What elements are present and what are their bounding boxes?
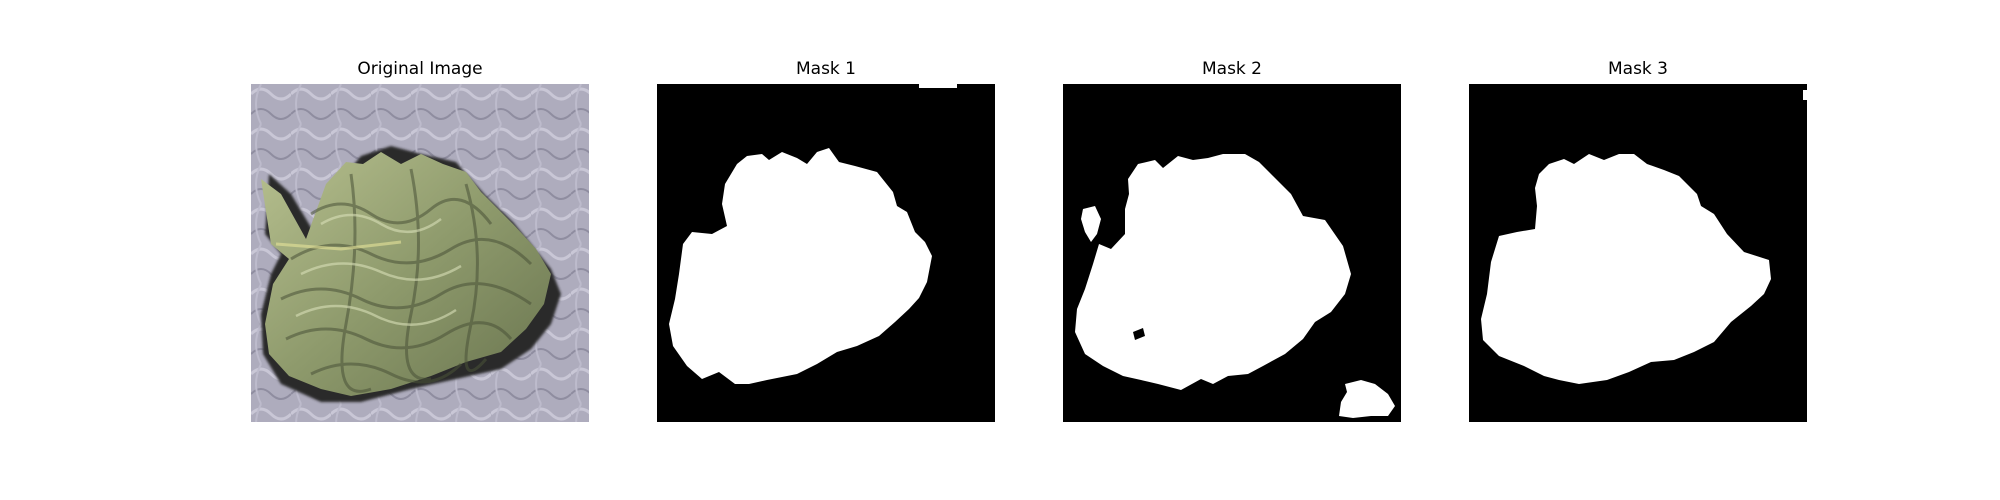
original-image bbox=[251, 84, 589, 422]
mask-2-panel bbox=[1063, 84, 1401, 422]
mask-3-speck bbox=[1803, 90, 1807, 100]
mask-3-image bbox=[1469, 84, 1807, 422]
leaf-highlights bbox=[275, 213, 462, 326]
mask-1-title: Mask 1 bbox=[795, 59, 856, 79]
mask-3-title: Mask 3 bbox=[1607, 59, 1668, 79]
mask-2-region bbox=[1075, 154, 1351, 390]
mask-2-image bbox=[1063, 84, 1401, 422]
original-image-title: Original Image bbox=[357, 59, 483, 79]
mask-3-panel bbox=[1469, 84, 1807, 422]
mask-1-region bbox=[669, 148, 932, 384]
mask-2-hole bbox=[1133, 328, 1145, 340]
mask-1-panel bbox=[657, 84, 995, 422]
mask-2-corner-blob bbox=[1339, 380, 1395, 418]
mask-3-region bbox=[1481, 154, 1771, 384]
mask-2-title: Mask 2 bbox=[1201, 59, 1262, 79]
mask-2-left-blob bbox=[1081, 206, 1101, 242]
leaf-body bbox=[261, 152, 551, 396]
original-image-panel bbox=[251, 84, 589, 422]
mask-1-image bbox=[657, 84, 995, 422]
mask-1-speck bbox=[919, 84, 957, 88]
